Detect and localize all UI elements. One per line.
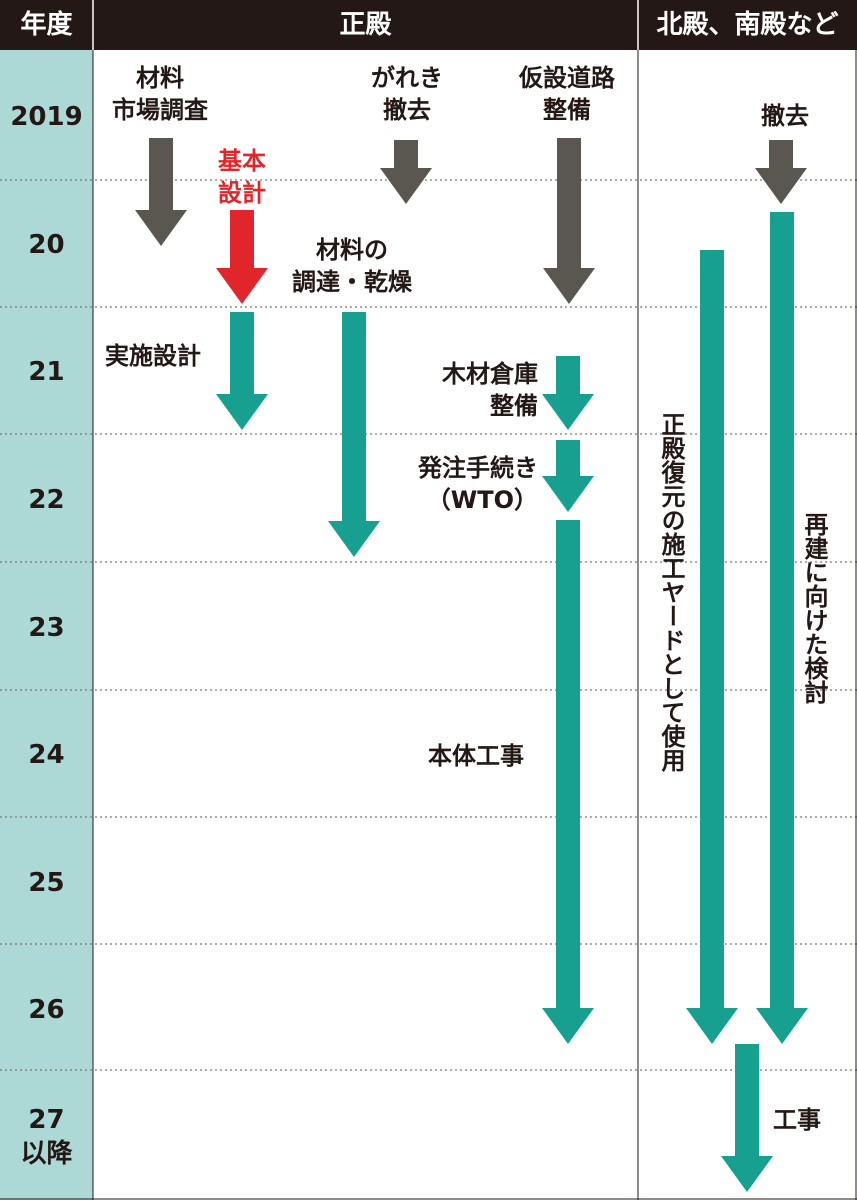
- arrow-rubble-removal: [380, 140, 432, 204]
- year-23: 23: [28, 613, 65, 643]
- label-temp-road: 仮設道路 整備: [519, 64, 615, 124]
- label-construction-other: 工事: [773, 1106, 821, 1134]
- label-material-survey: 材料 市場調査: [112, 64, 208, 124]
- label-basic-design: 基本 設計: [218, 147, 266, 207]
- label-detailed-design: 実施設計: [105, 342, 201, 370]
- arrow-construction-other: [721, 1044, 773, 1192]
- year-22: 22: [28, 485, 65, 515]
- arrow-basic-design: [216, 210, 268, 304]
- header-bar: [0, 0, 857, 50]
- label-removal-other: 撤去: [761, 102, 809, 130]
- label-ordering: 発注手続き （WTO）: [418, 454, 538, 514]
- arrow-main-construction: [542, 520, 594, 1044]
- arrow-lumber-warehouse: [542, 356, 594, 430]
- label-rebuild-study: 再建に向けた検討: [800, 512, 828, 704]
- label-lumber-warehouse: 木材倉庫 整備: [442, 360, 538, 420]
- arrow-removal-other: [755, 140, 807, 204]
- arrow-material-survey: [135, 138, 187, 246]
- year-27-later: 27 以降: [20, 1105, 73, 1169]
- year-21: 21: [28, 357, 65, 387]
- arrow-yard-use: [686, 250, 738, 1044]
- year-26: 26: [28, 995, 65, 1025]
- label-rubble-removal: がれき 撤去: [371, 64, 443, 124]
- arrow-rebuild-study: [756, 212, 808, 1044]
- header-seiden: 正殿: [339, 10, 392, 40]
- arrow-temp-road: [543, 138, 595, 304]
- label-yard-use: 正殿復元の施工ヤードとして使用: [657, 412, 685, 772]
- year-2019: 2019: [10, 102, 83, 132]
- arrow-detailed-design: [216, 312, 268, 430]
- year-25: 25: [28, 868, 65, 898]
- year-20: 20: [28, 230, 65, 260]
- header-year: 年度: [20, 10, 73, 40]
- header-other-halls: 北殿、南殿など: [656, 10, 839, 40]
- year-column-bg: [0, 50, 93, 1200]
- year-24: 24: [28, 740, 65, 770]
- label-main-construction: 本体工事: [428, 742, 524, 770]
- label-procure-dry: 材料の 調達・乾燥: [292, 236, 412, 296]
- arrow-ordering: [542, 440, 594, 512]
- arrow-procure-dry: [328, 312, 380, 557]
